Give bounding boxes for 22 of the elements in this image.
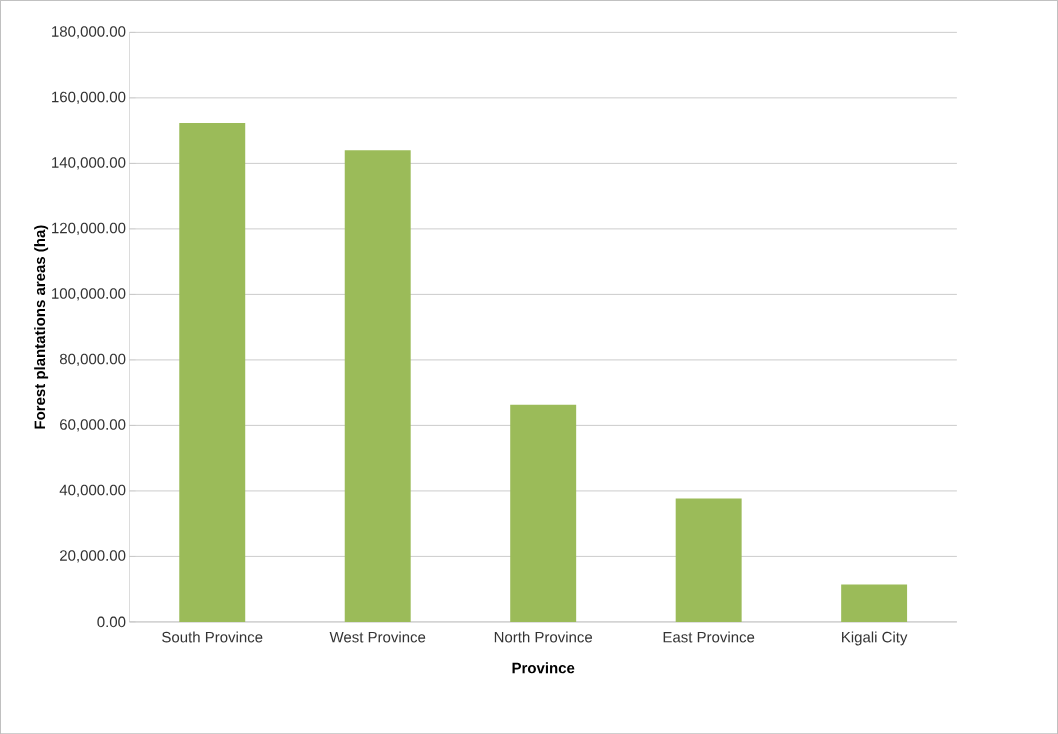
y-tick-label: 120,000.00 [52,222,126,235]
y-tick-label: 20,000.00 [60,550,126,563]
y-axis-title: Forest plantations areas (ha) [34,225,49,429]
bar [510,404,577,622]
bar [675,498,742,622]
y-tick-label: 160,000.00 [52,91,126,104]
bar [344,150,411,622]
x-axis-title: Province [512,662,575,674]
bar [179,122,246,622]
y-tick-label: 0.00 [97,616,126,628]
x-tick-label: Kigali City [842,631,908,646]
y-tick-label: 60,000.00 [60,419,126,432]
y-tick-label: 180,000.00 [52,26,126,39]
x-tick-label: South Province [162,631,263,643]
y-tick-label: 100,000.00 [52,288,126,301]
x-tick-label: East Province [663,631,755,643]
x-tick-label: North Province [494,631,593,643]
x-tick-label: West Province [329,631,426,643]
bar [841,584,908,622]
y-tick-label: 40,000.00 [59,484,126,497]
y-tick-label: 80,000.00 [59,353,126,366]
y-tick-label: 140,000.00 [52,157,126,170]
